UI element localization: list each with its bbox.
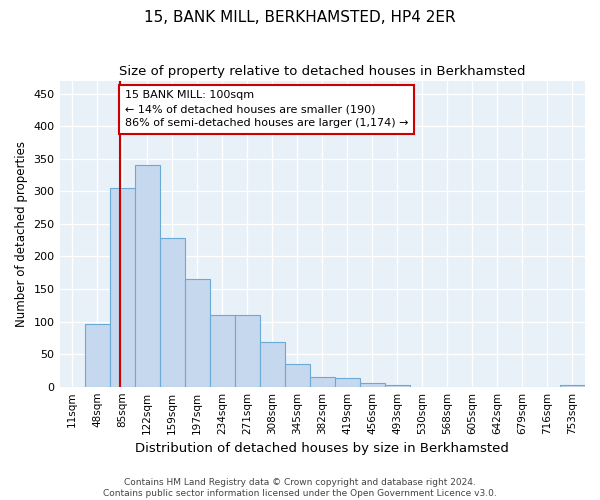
Bar bbox=[235, 315, 260, 386]
Bar bbox=[134, 165, 160, 386]
Bar bbox=[160, 238, 185, 386]
Text: Contains HM Land Registry data © Crown copyright and database right 2024.
Contai: Contains HM Land Registry data © Crown c… bbox=[103, 478, 497, 498]
Title: Size of property relative to detached houses in Berkhamsted: Size of property relative to detached ho… bbox=[119, 65, 526, 78]
Bar bbox=[360, 384, 385, 386]
Text: 15, BANK MILL, BERKHAMSTED, HP4 2ER: 15, BANK MILL, BERKHAMSTED, HP4 2ER bbox=[144, 10, 456, 25]
Bar bbox=[310, 377, 335, 386]
Bar bbox=[260, 342, 285, 386]
Bar bbox=[285, 364, 310, 386]
Bar bbox=[209, 315, 235, 386]
Bar bbox=[110, 188, 134, 386]
Y-axis label: Number of detached properties: Number of detached properties bbox=[15, 140, 28, 326]
Text: 15 BANK MILL: 100sqm
← 14% of detached houses are smaller (190)
86% of semi-deta: 15 BANK MILL: 100sqm ← 14% of detached h… bbox=[125, 90, 408, 128]
Bar bbox=[185, 279, 209, 386]
Bar bbox=[85, 324, 110, 386]
Bar bbox=[335, 378, 360, 386]
X-axis label: Distribution of detached houses by size in Berkhamsted: Distribution of detached houses by size … bbox=[136, 442, 509, 455]
